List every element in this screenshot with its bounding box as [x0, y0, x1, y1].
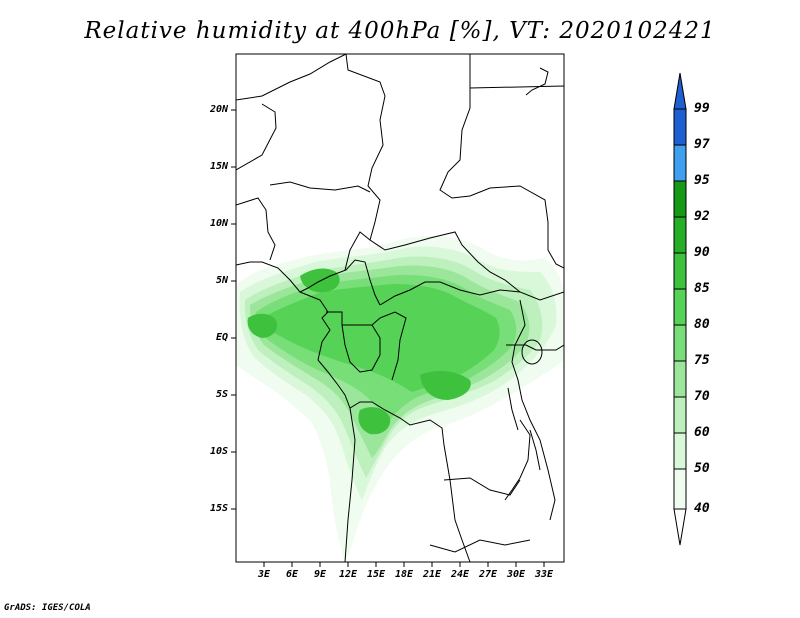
lon-label-30e: 30E — [506, 569, 526, 580]
colorbar-swatch-80-85 — [674, 289, 686, 325]
lat-label-10s: 10S — [209, 446, 228, 457]
colorbar-swatch-95-97 — [674, 145, 686, 181]
map-frame — [235, 53, 565, 563]
lat-label-15s: 15S — [209, 503, 228, 514]
colorbar-label-97: 97 — [694, 137, 710, 152]
credit-text: GrADS: IGES/COLA — [4, 603, 91, 613]
country-borders — [236, 54, 564, 562]
lon-label-21e: 21E — [422, 569, 442, 580]
lon-label-9e: 9E — [313, 569, 327, 580]
colorbar-swatch-40-50 — [674, 469, 686, 509]
colorbar-swatch-97-99 — [674, 109, 686, 145]
colorbar-label-40: 40 — [694, 501, 710, 516]
lon-label-3e: 3E — [257, 569, 271, 580]
colorbar-top-arrow — [673, 72, 687, 110]
colorbar-swatch-75-80 — [674, 325, 686, 361]
lat-label-15n: 15N — [209, 161, 228, 172]
colorbar-label-95: 95 — [694, 173, 710, 188]
lon-label-18e: 18E — [394, 569, 414, 580]
lon-label-24e: 24E — [450, 569, 470, 580]
colorbar-label-70: 70 — [694, 389, 710, 404]
lat-label-10n: 10N — [209, 218, 228, 229]
rh-80-field — [262, 284, 500, 392]
lon-label-6e: 6E — [285, 569, 299, 580]
colorbar-swatch-50-60 — [674, 433, 686, 469]
lon-label-15e: 15E — [366, 569, 386, 580]
colorbar-swatch-85-90 — [674, 253, 686, 289]
colorbar-label-92: 92 — [694, 209, 710, 224]
colorbar-label-50: 50 — [694, 461, 710, 476]
lat-label-20n: 20N — [209, 104, 228, 115]
colorbar — [673, 72, 687, 546]
lakes — [507, 339, 543, 471]
lat-label-5s: 5S — [215, 389, 228, 400]
colorbar-label-60: 60 — [694, 425, 710, 440]
map-title: Relative humidity at 400hPa [%], VT: 202… — [84, 18, 716, 44]
lon-label-12e: 12E — [338, 569, 358, 580]
colorbar-swatch-92-95 — [674, 181, 686, 217]
axis-ticks — [231, 109, 545, 567]
lat-label-5n: 5N — [215, 275, 228, 286]
colorbar-swatch-90-92 — [674, 217, 686, 253]
lon-label-33e: 33E — [534, 569, 554, 580]
colorbar-swatch-70-75 — [674, 361, 686, 397]
colorbar-label-90: 90 — [694, 245, 710, 260]
colorbar-label-99: 99 — [694, 101, 710, 116]
humidity-shading — [236, 235, 564, 562]
colorbar-label-85: 85 — [694, 281, 710, 296]
colorbar-label-80: 80 — [694, 317, 710, 332]
colorbar-label-75: 75 — [694, 353, 710, 368]
colorbar-swatch-60-70 — [674, 397, 686, 433]
lat-label-eq: EQ — [215, 332, 228, 343]
lon-label-27e: 27E — [478, 569, 498, 580]
colorbar-bottom-arrow — [673, 508, 687, 546]
